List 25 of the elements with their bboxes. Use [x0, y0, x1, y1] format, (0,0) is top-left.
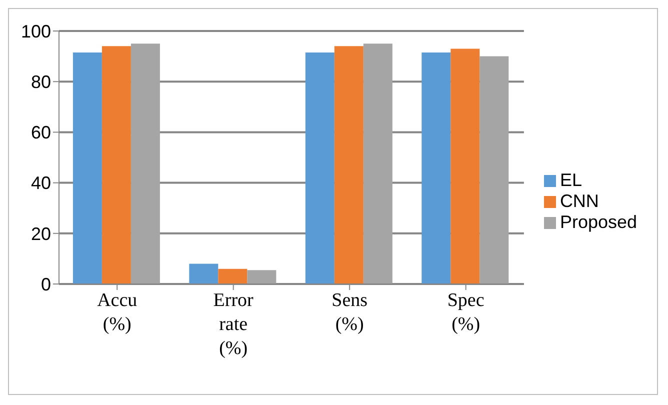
bar: [247, 270, 276, 284]
bar: [422, 52, 451, 284]
bar: [450, 48, 480, 284]
y-tick-label: 40: [30, 173, 51, 194]
bar: [334, 46, 364, 284]
x-tick-label: Accu (%): [97, 290, 138, 335]
y-tick-label: 100: [20, 21, 51, 42]
bar: [102, 46, 131, 284]
y-tick-label: 20: [30, 224, 51, 244]
y-tick-label: 60: [30, 122, 51, 143]
bar: [305, 52, 334, 284]
bar: [480, 56, 509, 284]
x-tick-label: Spec (%): [447, 290, 484, 335]
legend-label: EL: [560, 170, 582, 190]
bar: [130, 44, 160, 284]
x-tick-label: Sens (%): [332, 290, 368, 335]
y-tick-label: 0: [40, 274, 51, 294]
y-tick-label: 80: [30, 72, 51, 92]
bar: [218, 268, 248, 284]
legend-label: CNN: [560, 191, 599, 211]
bar: [189, 264, 218, 284]
bar: [72, 52, 102, 284]
x-tick-label: Error rate (%): [213, 290, 254, 359]
bar: [363, 44, 392, 284]
legend-label: Proposed: [560, 212, 637, 232]
